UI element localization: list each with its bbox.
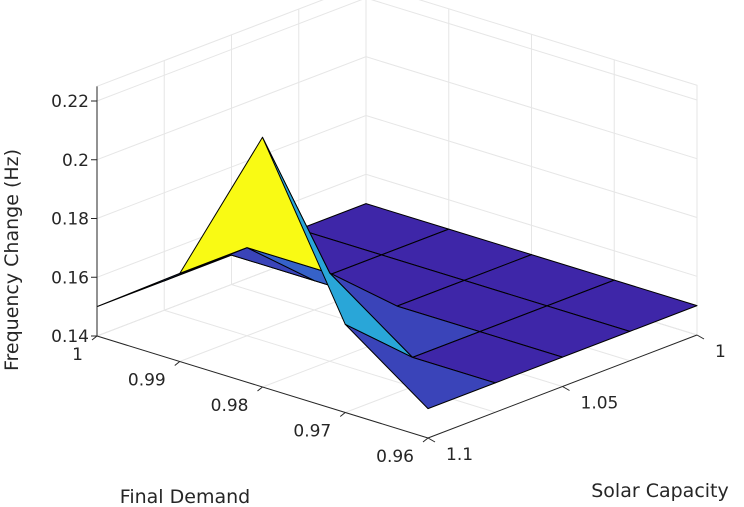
z-tick-label: 0.2	[62, 151, 89, 171]
tick-labels: 0.14 0.16 0.18 0.2 0.22 1 0.99 0.98 0.97 0.96 1 1.0…	[51, 92, 726, 467]
x-tick-mark	[91, 335, 98, 341]
y-tick-mark	[427, 437, 436, 443]
x-tick-label: 0.96	[376, 447, 414, 467]
x-tick-mark	[422, 437, 429, 443]
y-axis-label: Solar Capacity	[591, 480, 729, 502]
z-gridline	[96, 0, 698, 102]
z-axis-label: Frequency Change (Hz)	[1, 149, 23, 371]
x-tick-mark	[257, 386, 263, 392]
y-tick-label: 1.05	[581, 394, 619, 414]
z-tick-label: 0.14	[51, 327, 89, 347]
y-tick-label: 1	[715, 342, 726, 362]
z-tick-label: 0.18	[51, 210, 89, 230]
z-tick-label: 0.16	[51, 268, 89, 288]
x-tick-mark	[339, 412, 346, 417]
x-tick-label: 0.99	[128, 371, 166, 391]
surface-patch	[344, 323, 496, 410]
y-tick-label: 1.1	[446, 445, 473, 465]
x-tick-label: 1	[72, 345, 83, 365]
surface	[96, 136, 698, 410]
y-tick-mark	[696, 334, 705, 340]
y-tick-mark	[562, 386, 570, 391]
x-tick-mark	[174, 361, 181, 366]
axes	[91, 86, 705, 443]
x-tick-label: 0.98	[211, 396, 249, 416]
x-axis-label: Final Demand	[120, 486, 250, 507]
x-tick-label: 0.97	[293, 422, 331, 442]
z-tick-label: 0.22	[51, 92, 89, 112]
